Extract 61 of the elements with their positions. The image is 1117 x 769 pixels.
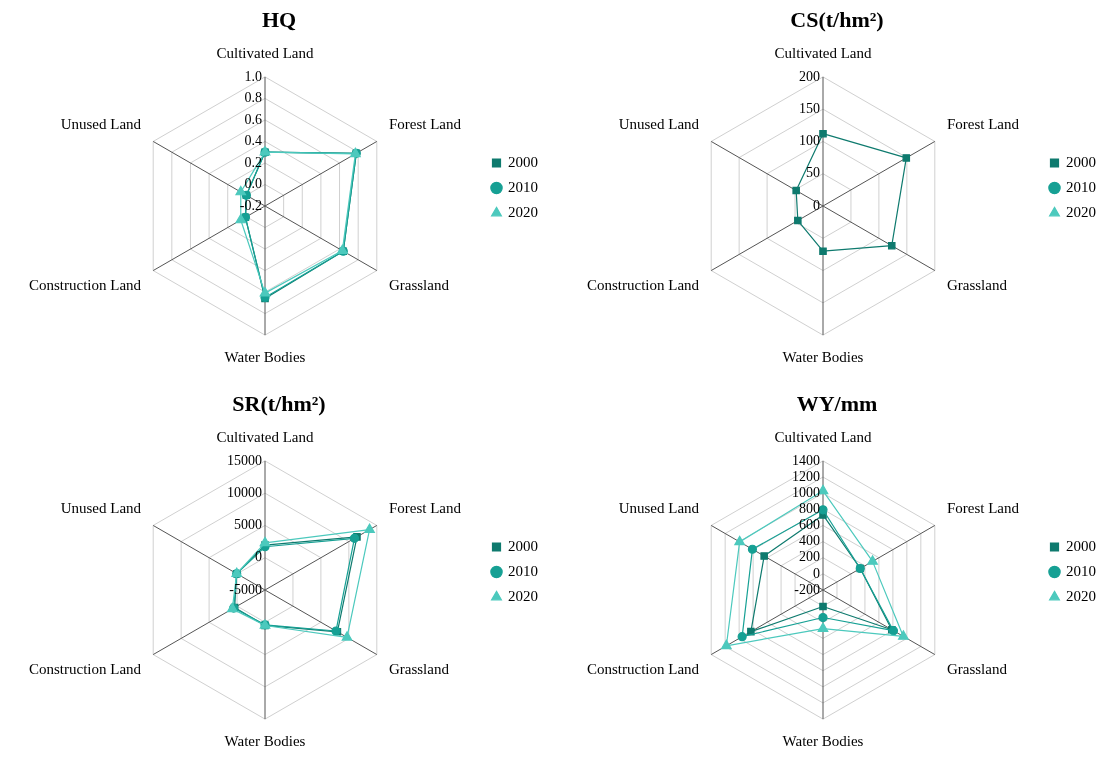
spoke-label: Grassland bbox=[388, 661, 450, 678]
y-tick-label: 800 bbox=[799, 500, 820, 516]
y-tick-label: 0.6 bbox=[244, 111, 262, 127]
y-tick-label: 50 bbox=[806, 165, 820, 181]
y-tick-label: 100 bbox=[799, 133, 820, 149]
y-tick-label: 150 bbox=[799, 100, 820, 116]
spoke-label: Cultivated Land bbox=[774, 44, 873, 61]
chart-title: HQ bbox=[261, 6, 297, 32]
y-tick-label: 1000 bbox=[792, 484, 820, 500]
spoke-label: Construction Land bbox=[28, 277, 142, 294]
spoke-label: Forest Land bbox=[388, 116, 462, 133]
y-tick-label: 15000 bbox=[227, 452, 262, 468]
spoke-label: Grassland bbox=[946, 277, 1008, 294]
spoke-label: Construction Land bbox=[586, 661, 700, 678]
y-tick-label: 400 bbox=[799, 533, 820, 549]
y-tick-label: -200 bbox=[794, 581, 820, 597]
spoke-label: Forest Land bbox=[388, 500, 462, 517]
y-tick-label: 0 bbox=[813, 565, 820, 581]
spoke-label: Water Bodies bbox=[782, 733, 864, 750]
spoke-label: Forest Land bbox=[946, 116, 1020, 133]
legend-label: 2020 bbox=[508, 203, 538, 220]
chart-title: CS(t/hm²) bbox=[790, 6, 884, 32]
y-tick-label: 200 bbox=[799, 549, 820, 565]
y-tick-label: 10000 bbox=[227, 484, 262, 500]
spoke-label: Construction Land bbox=[586, 277, 700, 294]
legend-label: 2000 bbox=[508, 153, 538, 170]
spoke-label: Water Bodies bbox=[224, 349, 306, 366]
y-tick-label: 0.4 bbox=[244, 133, 262, 149]
spoke-label: Construction Land bbox=[28, 661, 142, 678]
y-tick-label: 0.8 bbox=[244, 90, 262, 106]
legend-label: 2020 bbox=[1066, 203, 1096, 220]
legend-label: 2020 bbox=[1066, 587, 1096, 604]
y-tick-label: 200 bbox=[799, 68, 820, 84]
chart-title: SR(t/hm²) bbox=[232, 390, 326, 416]
y-tick-label: 1.0 bbox=[244, 68, 262, 84]
y-tick-label: 5000 bbox=[234, 517, 262, 533]
spoke-label: Unused Land bbox=[60, 116, 142, 133]
legend-label: 2000 bbox=[1066, 537, 1096, 554]
spoke-label: Grassland bbox=[388, 277, 450, 294]
legend-label: 2010 bbox=[508, 562, 538, 579]
spoke-label: Forest Land bbox=[946, 500, 1020, 517]
spoke-label: Cultivated Land bbox=[216, 44, 315, 61]
legend-label: 2010 bbox=[1066, 178, 1096, 195]
spoke-label: Grassland bbox=[946, 661, 1008, 678]
y-tick-label: 0 bbox=[813, 197, 820, 213]
y-tick-label: 1200 bbox=[792, 468, 820, 484]
legend-label: 2000 bbox=[1066, 153, 1096, 170]
y-tick-label: 1400 bbox=[792, 452, 820, 468]
spoke-label: Cultivated Land bbox=[774, 428, 873, 445]
spoke-label: Water Bodies bbox=[782, 349, 864, 366]
spoke-label: Unused Land bbox=[60, 500, 142, 517]
chart-title: WY/mm bbox=[796, 390, 878, 416]
y-tick-label: 0 bbox=[255, 549, 262, 565]
legend-label: 2000 bbox=[508, 537, 538, 554]
legend-label: 2010 bbox=[508, 178, 538, 195]
spoke-label: Unused Land bbox=[618, 500, 700, 517]
legend-label: 2020 bbox=[508, 587, 538, 604]
spoke-label: Cultivated Land bbox=[216, 428, 315, 445]
spoke-label: Unused Land bbox=[618, 116, 700, 133]
spoke-label: Water Bodies bbox=[224, 733, 306, 750]
legend-label: 2010 bbox=[1066, 562, 1096, 579]
